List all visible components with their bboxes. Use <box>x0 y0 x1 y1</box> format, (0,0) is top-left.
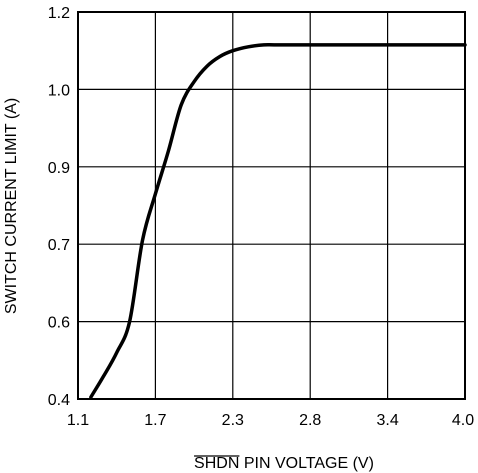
x-tick-label: 1.1 <box>67 412 89 429</box>
y-tick-label: 0.4 <box>48 392 70 409</box>
y-tick-label: 0.7 <box>48 237 70 254</box>
y-tick-label: 1.2 <box>48 5 70 22</box>
y-tick-label: 1.0 <box>48 82 70 99</box>
x-axis-label: SHDN PIN VOLTAGE (V) <box>194 455 374 472</box>
y-tick-label: 0.6 <box>48 315 70 332</box>
x-axis-label-rest: PIN VOLTAGE (V) <box>239 455 374 472</box>
x-tick-label: 1.7 <box>144 412 166 429</box>
y-tick-labels: 0.4 0.6 0.7 0.9 1.0 1.2 <box>48 5 70 409</box>
x-tick-label: 2.8 <box>299 412 321 429</box>
grid <box>78 12 465 399</box>
series-line <box>89 43 467 399</box>
plot-frame <box>77 11 466 400</box>
x-tick-labels: 1.1 1.7 2.3 2.8 3.4 4.0 <box>67 412 474 429</box>
x-tick-label: 4.0 <box>452 412 474 429</box>
y-tick-label: 0.9 <box>48 160 70 177</box>
x-tick-label: 3.4 <box>376 412 398 429</box>
x-axis-label-overbar: SHDN <box>194 455 239 472</box>
x-tick-label: 2.3 <box>222 412 244 429</box>
y-axis-label: SWITCH CURRENT LIMIT (A) <box>3 98 20 314</box>
